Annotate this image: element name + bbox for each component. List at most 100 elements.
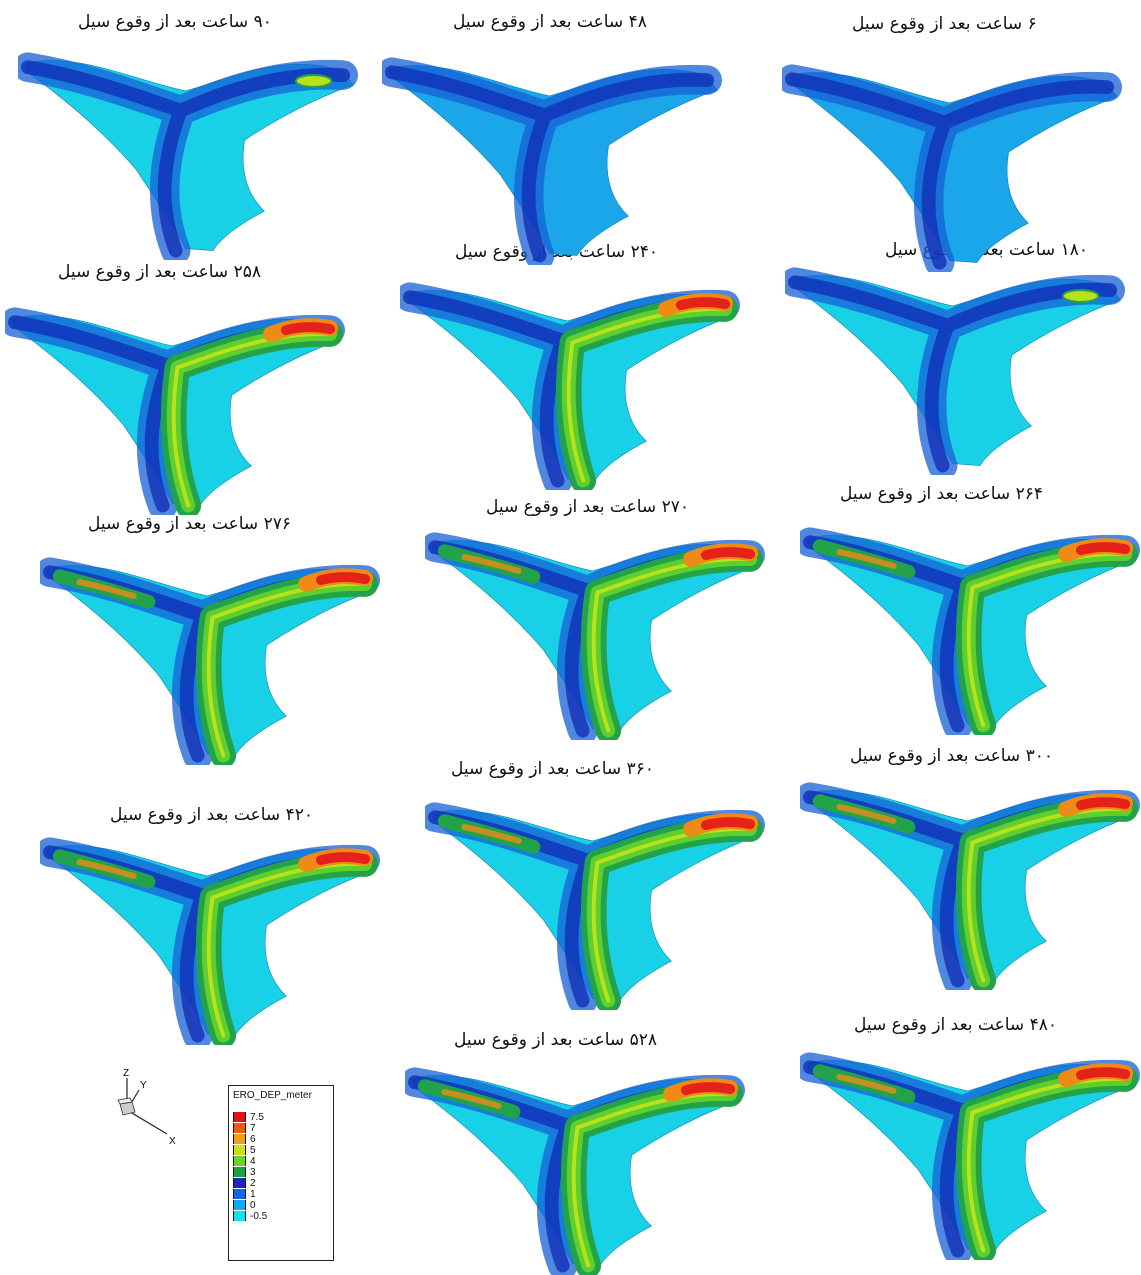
legend-label: -0.5 — [250, 1210, 268, 1222]
deposition-ridge — [171, 332, 333, 508]
peak-deposition — [1075, 1067, 1131, 1081]
left-branch-peak — [76, 579, 137, 599]
deposition-ridge — [966, 552, 1128, 728]
peak-deposition — [1075, 542, 1131, 556]
legend-row: 0 — [233, 1199, 256, 1211]
panel-title-480h: ۴۸۰ ساعت بعد از وقوع سیل — [854, 1015, 1057, 1035]
sediment-map — [425, 802, 765, 1010]
legend-row: 7.5 — [233, 1111, 264, 1123]
peak-deposition — [700, 547, 756, 561]
legend-row: -0.5 — [233, 1210, 268, 1222]
sediment-map — [382, 57, 722, 265]
deposition-ridge — [966, 807, 1128, 983]
legend-label: 7.5 — [250, 1111, 264, 1123]
sediment-map — [405, 1067, 745, 1275]
deposition-ridge — [591, 557, 753, 733]
left-branch-peak — [461, 554, 522, 574]
left-branch-peak — [76, 859, 137, 879]
left-branch-peak — [461, 824, 522, 844]
sediment-map — [800, 527, 1140, 735]
terrain-surface — [789, 72, 1118, 263]
terrain-surface — [792, 275, 1121, 466]
panel-258h — [5, 295, 345, 515]
panel-title-48h: ۴۸ ساعت بعد از وقوع سیل — [453, 12, 647, 32]
panel-title-300h: ۳۰۰ ساعت بعد از وقوع سیل — [850, 746, 1053, 766]
peak-deposition — [280, 322, 336, 336]
legend-swatch — [233, 1112, 246, 1122]
legend-row: 2 — [233, 1177, 256, 1189]
panel-180h — [785, 255, 1125, 475]
legend-row: 7 — [233, 1122, 256, 1134]
legend-swatch — [233, 1167, 246, 1177]
deposition-ridge — [591, 827, 753, 1003]
deposition-ridge — [566, 307, 728, 483]
channel-core — [787, 275, 1118, 473]
legend-row: 6 — [233, 1133, 256, 1145]
legend-label: 3 — [250, 1166, 256, 1178]
panel-title-258h: ۲۵۸ ساعت بعد از وقوع سیل — [58, 262, 261, 282]
terrain-surface — [389, 65, 718, 256]
legend-label: 1 — [250, 1188, 256, 1200]
legend-swatch — [233, 1189, 246, 1199]
panel-90h — [18, 40, 358, 260]
panel-48h — [382, 45, 722, 265]
panel-title-90h: ۹۰ ساعت بعد از وقوع سیل — [78, 12, 272, 32]
panel-title-276h: ۲۷۶ ساعت بعد از وقوع سیل — [88, 514, 291, 534]
legend-row: 4 — [233, 1155, 256, 1167]
deposition-ridge — [571, 1092, 733, 1268]
terrain-surface — [25, 60, 354, 251]
peak-deposition — [315, 852, 371, 866]
legend-swatch — [233, 1178, 246, 1188]
panel-270h — [425, 520, 765, 740]
panel-title-6h: ۶ ساعت بعد از وقوع سیل — [852, 14, 1037, 34]
legend-swatch — [233, 1145, 246, 1155]
color-legend: ERO_DEP_meter 7.5 7 6 5 4 3 2 1 0 -0.5 — [228, 1085, 334, 1261]
sediment-map — [40, 837, 380, 1045]
panel-title-420h: ۴۲۰ ساعت بعد از وقوع سیل — [110, 805, 313, 825]
legend-row: 3 — [233, 1166, 256, 1178]
sediment-map — [800, 1052, 1140, 1260]
deposition-ridge — [206, 582, 368, 758]
axis-y-label: Y — [140, 1080, 147, 1091]
deposition-ridge — [206, 862, 368, 1038]
channel-core — [784, 72, 1115, 270]
deposition-patch — [1061, 289, 1100, 303]
sediment-map — [782, 64, 1122, 272]
legend-label: 4 — [250, 1155, 256, 1167]
panel-title-360h: ۳۶۰ ساعت بعد از وقوع سیل — [451, 759, 654, 779]
legend-row: 5 — [233, 1145, 256, 1156]
legend-label: 7 — [250, 1122, 256, 1134]
sediment-map — [18, 52, 358, 260]
channel-core — [384, 65, 715, 263]
peak-deposition — [680, 1082, 736, 1096]
panel-528h — [405, 1055, 745, 1275]
axes-triad: Z Y X — [105, 1068, 195, 1148]
legend-label: 0 — [250, 1199, 256, 1211]
peak-deposition — [315, 572, 371, 586]
channel-core — [20, 60, 351, 258]
panel-420h — [40, 825, 380, 1045]
axis-x-label: X — [169, 1136, 176, 1147]
legend-row: 1 — [233, 1188, 256, 1200]
left-branch-peak — [836, 1074, 897, 1094]
panel-240h — [400, 270, 740, 490]
sediment-map — [800, 782, 1140, 990]
deposition-ridge — [966, 1077, 1128, 1253]
panel-title-270h: ۲۷۰ ساعت بعد از وقوع سیل — [486, 497, 689, 517]
left-branch-peak — [441, 1089, 502, 1109]
panel-360h — [425, 790, 765, 1010]
peak-deposition — [700, 817, 756, 831]
peak-deposition — [675, 297, 731, 311]
panel-276h — [40, 545, 380, 765]
sediment-map — [5, 307, 345, 515]
sediment-map — [425, 532, 765, 740]
legend-label: 2 — [250, 1177, 256, 1189]
axis-z-label: Z — [123, 1068, 129, 1079]
sediment-map — [40, 557, 380, 765]
legend-label: 6 — [250, 1133, 256, 1145]
panel-6h — [782, 52, 1122, 272]
legend-swatch — [233, 1123, 246, 1133]
legend-swatch — [233, 1200, 246, 1210]
peak-deposition — [1075, 797, 1131, 811]
legend-swatch — [233, 1134, 246, 1144]
